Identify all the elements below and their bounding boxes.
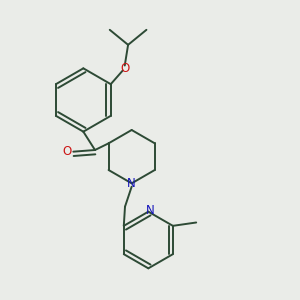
Text: O: O: [120, 62, 129, 75]
Text: O: O: [63, 145, 72, 158]
Text: N: N: [146, 205, 154, 218]
Text: N: N: [127, 177, 136, 190]
